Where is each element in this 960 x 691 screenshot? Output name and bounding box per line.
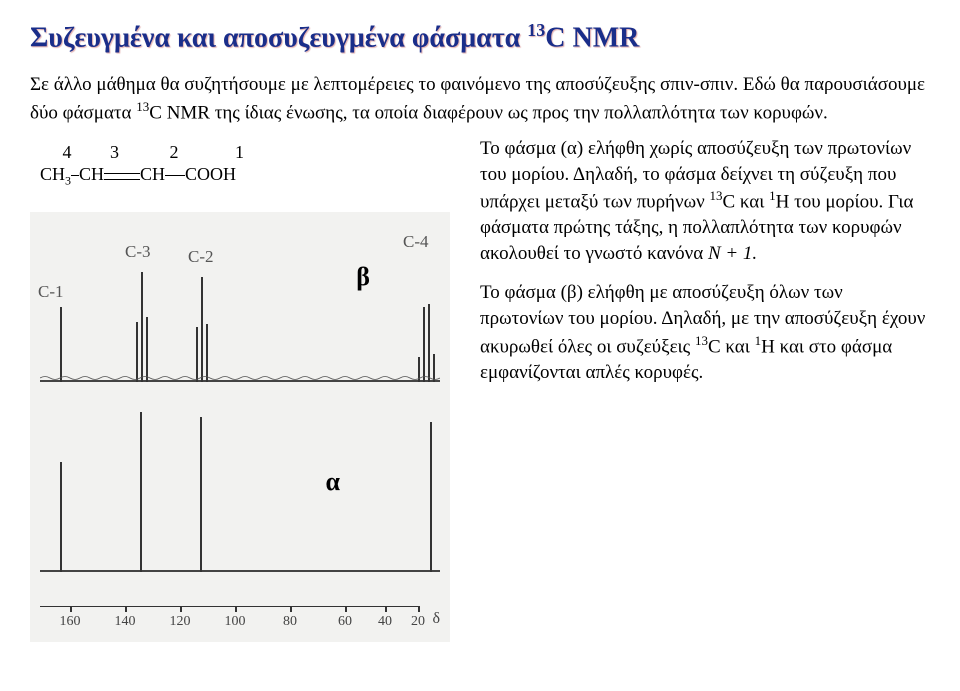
tick-100: 100: [225, 614, 246, 630]
peak-alpha-2: [140, 412, 142, 572]
intro-paragraph: Σε άλλο μάθημα θα συζητήσουμε με λεπτομέ…: [30, 72, 930, 126]
tick-160: 160: [60, 614, 81, 630]
atom-num-1: 1: [210, 142, 270, 163]
spectrum-baseline-bot: [40, 570, 440, 572]
bond-1: [71, 175, 79, 176]
label-c1: C-1: [38, 282, 64, 302]
peak-c1: [60, 307, 62, 382]
para1-post: C NMR της ίδιας ένωσης, τα οποία διαφέρο…: [149, 102, 828, 123]
tick-40: 40: [378, 614, 392, 630]
label-c3: C-3: [125, 242, 151, 262]
noise-top: [40, 374, 440, 382]
peak-alpha-4: [430, 422, 432, 572]
p1-mid: C και: [722, 192, 769, 213]
peak-alpha-1: [60, 462, 62, 572]
title-sup: 13: [527, 20, 545, 40]
spectrum-beta: C-1 C-3 C-2 C-4: [40, 222, 440, 402]
tick-60: 60: [338, 614, 352, 630]
tick-20: 20: [411, 614, 425, 630]
p2-mid: C και: [708, 336, 755, 357]
multiplet-c3: [134, 272, 149, 382]
peak-alpha-3: [200, 417, 202, 572]
axis-line: [40, 606, 420, 608]
mol-ch-b: CH: [140, 164, 165, 184]
explanation-p1: Το φάσμα (α) ελήφθη χωρίς αποσύζευξη των…: [480, 136, 930, 267]
rule-n1: N + 1.: [708, 243, 757, 264]
explanation-column: Το φάσμα (α) ελήφθη χωρίς αποσύζευξη των…: [460, 136, 930, 642]
x-axis: 160 140 120 100 80 60 40 20 δ: [30, 606, 450, 636]
tick-80: 80: [283, 614, 297, 630]
tick-120: 120: [170, 614, 191, 630]
alpha-label: α: [325, 467, 340, 497]
p1-sup1: 13: [709, 188, 722, 203]
p2-sup1: 13: [695, 333, 708, 348]
page-title: Συζευγμένα και αποσυζευγμένα φάσματα 13C…: [30, 20, 930, 54]
spectra-container: C-1 C-3 C-2 C-4: [30, 212, 450, 642]
tick-140: 140: [115, 614, 136, 630]
title-text-post: C NMR: [545, 22, 639, 53]
label-c2: C-2: [188, 247, 214, 267]
mol-ch-a: CH: [79, 164, 104, 184]
multiplet-c4: [416, 304, 436, 382]
label-c4: C-4: [403, 232, 429, 252]
multiplet-c2: [194, 277, 209, 382]
atom-num-4: 4: [48, 142, 86, 163]
explanation-p2: Το φάσμα (β) ελήφθη με αποσύζευξη όλων τ…: [480, 280, 930, 385]
molecule-formula: 4 3 2 1 CH3CHCHCOOH: [30, 142, 460, 202]
delta-symbol: δ: [432, 610, 440, 628]
title-text-pre: Συζευγμένα και αποσυζευγμένα φάσματα: [30, 22, 527, 53]
bond-2: [165, 175, 185, 176]
atom-num-3: 3: [91, 142, 139, 163]
spectrum-alpha: α: [40, 412, 440, 592]
para1-sup: 13: [136, 99, 149, 114]
atom-num-2: 2: [143, 142, 205, 163]
mol-cooh: COOH: [185, 164, 236, 184]
mol-ch3: CH: [40, 164, 65, 184]
beta-label: β: [356, 262, 370, 292]
